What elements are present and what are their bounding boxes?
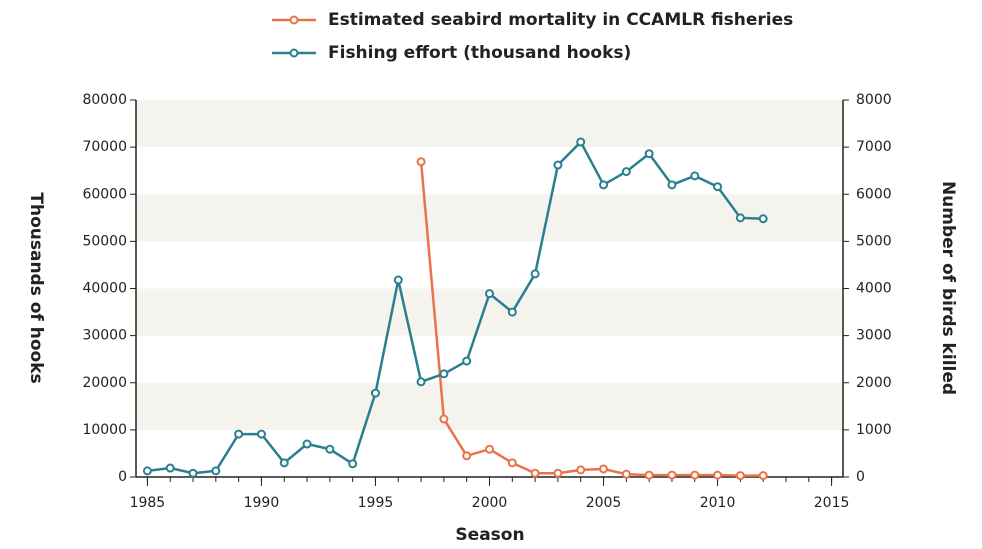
point (553, 468, 563, 478)
y-tick-label: 0 (118, 469, 127, 485)
point (393, 275, 403, 285)
y2-axis-title: Number of birds killed (938, 181, 958, 395)
y2-tick-label: 5000 (856, 233, 892, 249)
point (188, 468, 198, 478)
y-tick-label: 30000 (82, 328, 127, 344)
point (690, 171, 700, 181)
x-tick-label: 2010 (700, 495, 736, 511)
series-line (147, 139, 764, 475)
series-line (419, 161, 764, 477)
x-tick-label: 2015 (814, 495, 850, 511)
point (644, 149, 654, 159)
y2-tick-label: 7000 (856, 139, 892, 155)
y-tick-label: 60000 (82, 186, 127, 202)
point (325, 444, 335, 454)
legend-label: Fishing effort (thousand hooks) (328, 43, 631, 63)
point (530, 269, 540, 279)
y2-tick-label: 6000 (856, 186, 892, 202)
y-tick-label: 50000 (82, 233, 127, 249)
point (667, 470, 677, 480)
point (758, 214, 768, 224)
point (165, 463, 175, 473)
point (713, 182, 723, 192)
point (621, 469, 631, 479)
point (576, 137, 586, 147)
point (599, 180, 609, 190)
x-tick-label: 2005 (586, 495, 622, 511)
legend-marker (289, 48, 299, 58)
point (142, 466, 152, 476)
point (279, 458, 289, 468)
point (713, 470, 723, 480)
point (462, 356, 472, 366)
point (507, 458, 517, 468)
point (576, 465, 586, 475)
y-axis-title: Thousands of hooks (26, 192, 46, 383)
x-tick-label: 1995 (358, 495, 394, 511)
point (485, 444, 494, 454)
point (553, 160, 563, 170)
point (599, 464, 609, 474)
point (462, 451, 472, 461)
y2-tick-label: 0 (856, 469, 865, 485)
point (211, 466, 221, 476)
point (485, 289, 494, 299)
point (735, 471, 745, 481)
y2-tick-label: 8000 (856, 92, 892, 108)
point (690, 470, 700, 480)
point (302, 439, 312, 449)
band (136, 100, 843, 148)
y-tick-label: 20000 (82, 375, 127, 391)
point (256, 429, 266, 439)
y-tick-label: 10000 (82, 422, 127, 438)
point (530, 468, 540, 478)
y2-tick-label: 4000 (856, 281, 892, 297)
point (370, 388, 380, 398)
band (136, 382, 843, 430)
band (136, 194, 843, 242)
legend-label: Estimated seabird mortality in CCAMLR fi… (328, 10, 793, 30)
point (348, 459, 358, 469)
point (758, 471, 768, 481)
y-tick-label: 40000 (82, 281, 127, 297)
y2-tick-label: 1000 (856, 422, 892, 438)
x-tick-label: 1985 (130, 495, 166, 511)
point (621, 167, 631, 177)
y-tick-label: 70000 (82, 139, 127, 155)
point (667, 180, 677, 190)
point (416, 377, 426, 387)
y-tick-label: 80000 (82, 92, 127, 108)
x-tick-label: 2000 (472, 495, 508, 511)
legend-marker (289, 15, 299, 25)
point (439, 369, 449, 379)
point (735, 213, 745, 223)
y2-tick-label: 3000 (856, 328, 892, 344)
x-axis-title: Season (455, 525, 524, 545)
y2-tick-label: 2000 (856, 375, 892, 391)
point (644, 470, 654, 480)
point (439, 414, 449, 424)
x-tick-label: 1990 (244, 495, 280, 511)
point (416, 157, 426, 167)
point (507, 307, 517, 317)
point (234, 429, 244, 439)
